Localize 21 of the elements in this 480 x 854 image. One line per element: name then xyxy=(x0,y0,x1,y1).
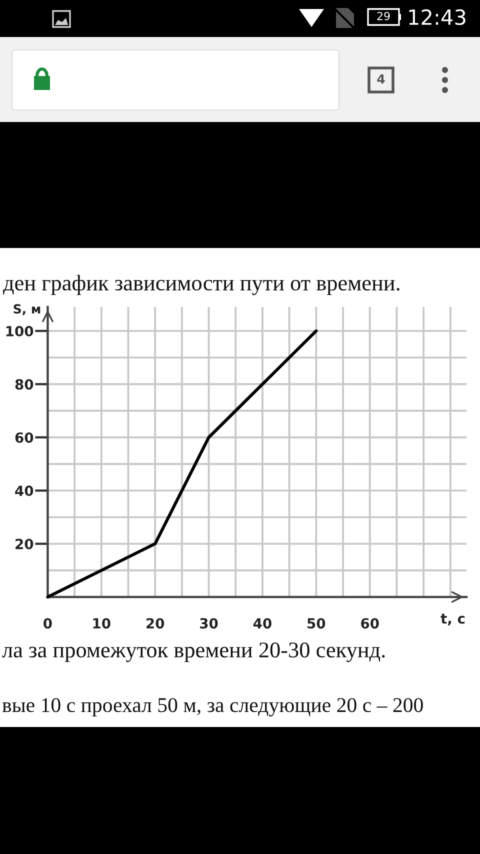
text: 12:43 xyxy=(409,9,466,26)
text: 29 xyxy=(377,12,390,20)
text: ла за промежуток времени 20-30 секунд. xyxy=(2,642,385,662)
chart-title: ден график зависимости пути от времени. xyxy=(3,274,400,296)
y-tick-label: 20 xyxy=(16,538,34,550)
x-tick-label: 10 xyxy=(93,618,110,629)
y-tick-label: 80 xyxy=(15,379,34,390)
y-tick-label: 100 xyxy=(6,326,34,336)
y-tick-label: 40 xyxy=(15,486,34,496)
x-axis-title: t, c xyxy=(440,614,465,626)
y-tick-label: 60 xyxy=(15,432,34,443)
x-tick-label: 30 xyxy=(200,618,218,629)
x-tick-label: 20 xyxy=(146,618,164,629)
x-tick-label: 40 xyxy=(253,618,272,629)
text: вые 10 с проехал 50 м, за следующие 20 с – 200 xyxy=(2,698,423,716)
y-axis-title: S, м xyxy=(14,304,40,316)
text: 4 xyxy=(377,74,385,84)
line-series xyxy=(46,329,318,599)
x-tick-label: 60 xyxy=(361,618,379,629)
x-tick-label: 50 xyxy=(308,618,326,629)
x-tick-label: 0 xyxy=(44,618,52,629)
